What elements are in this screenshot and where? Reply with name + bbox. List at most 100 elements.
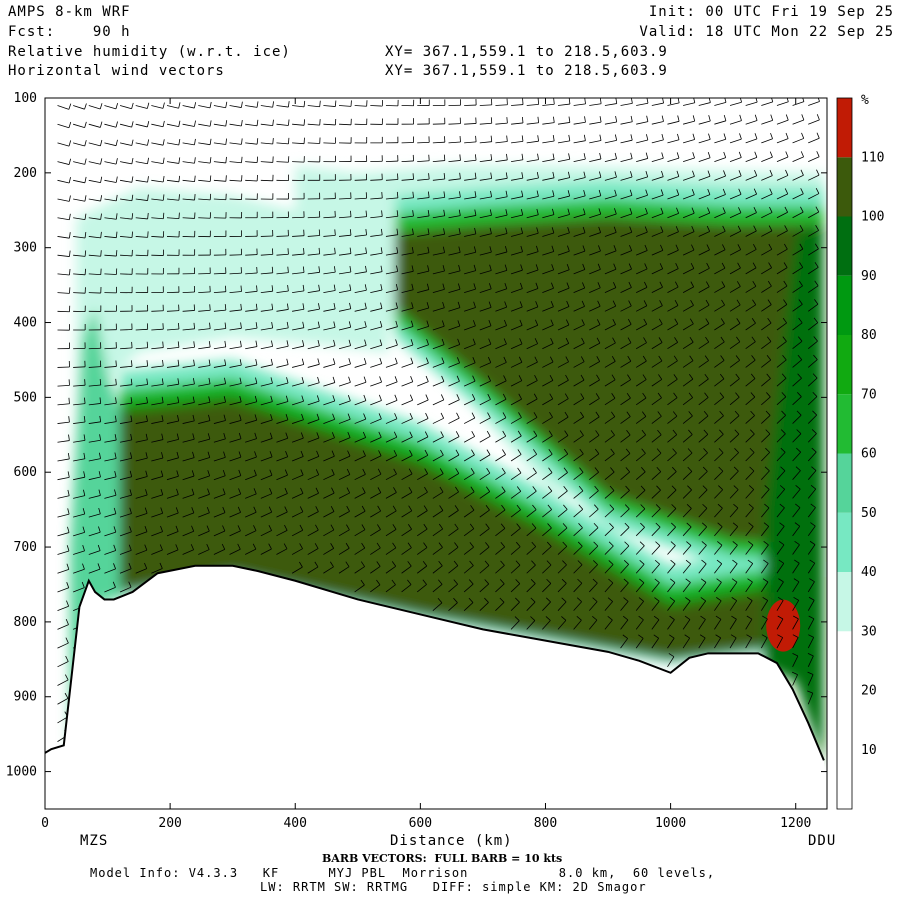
wind-barb — [135, 179, 148, 183]
wind-barb-feather — [582, 226, 586, 233]
wind-barb — [479, 196, 492, 200]
wind-barb — [198, 123, 211, 127]
wind-barb — [714, 544, 723, 555]
wind-barb-feather — [391, 561, 397, 567]
wind-barb-feather — [807, 671, 814, 675]
wind-barb-feather — [638, 615, 644, 621]
wind-barb — [604, 342, 616, 350]
wind-barb — [198, 420, 211, 424]
wind-barb-feather — [224, 304, 227, 311]
wind-barb — [260, 493, 273, 499]
wind-barb — [464, 123, 477, 125]
wind-barb — [510, 564, 521, 574]
wind-barb-feather — [530, 597, 536, 603]
y-tick-label: 600 — [14, 465, 37, 480]
wind-barb — [307, 290, 320, 293]
wind-barb-feather — [749, 447, 755, 453]
wind-barb — [557, 620, 567, 630]
wind-barb — [479, 251, 492, 256]
wind-barb — [635, 619, 644, 630]
wind-barb — [464, 343, 476, 350]
wind-barb-feather — [731, 615, 737, 620]
wind-barb — [495, 398, 507, 406]
wind-barb-feather — [68, 177, 71, 184]
wind-barb-feather — [315, 469, 320, 475]
wind-barb — [745, 175, 757, 181]
wind-barb-feather — [551, 245, 555, 252]
wind-barb — [432, 602, 443, 611]
wind-barb-feather — [597, 300, 601, 307]
wind-barb — [166, 420, 179, 424]
wind-barb-feather — [642, 392, 647, 399]
wind-barb-feather — [331, 432, 335, 438]
wind-barb — [714, 267, 726, 275]
wind-barb-feather — [364, 284, 367, 291]
wind-barb — [292, 327, 304, 331]
wind-barb — [620, 158, 633, 163]
wind-barb — [463, 583, 474, 593]
wind-barb — [745, 156, 758, 162]
wind-barb — [104, 476, 117, 481]
wind-barb-feather — [485, 523, 490, 529]
wind-barb — [385, 455, 397, 462]
wind-barb — [479, 509, 490, 518]
wind-barb-feather — [732, 522, 738, 527]
wind-barb — [401, 178, 414, 181]
wind-barb-feather — [194, 175, 196, 182]
wind-barb-feather — [176, 433, 180, 440]
wind-barb — [651, 600, 660, 611]
wind-barb — [354, 566, 365, 574]
wind-barb — [808, 230, 819, 237]
wind-barb — [104, 494, 117, 499]
wind-barb — [260, 123, 273, 127]
wind-barb-feather — [577, 578, 583, 584]
wind-barb — [245, 438, 257, 443]
wind-barb-feather — [580, 393, 585, 399]
wind-barb-feather — [781, 392, 787, 398]
wind-barb-feather — [685, 578, 691, 583]
wind-barb — [401, 344, 414, 350]
wind-barb — [542, 269, 554, 275]
wind-barb-feather — [302, 340, 305, 347]
wind-barb — [776, 211, 788, 219]
wind-barb — [495, 141, 508, 144]
wind-barb-feather — [767, 317, 772, 324]
wind-barb-feather — [609, 522, 614, 528]
wind-barb-feather — [474, 172, 477, 179]
wind-barb — [245, 327, 258, 331]
wind-barb — [57, 440, 70, 443]
wind-barb-feather — [412, 228, 414, 235]
wind-barb — [417, 252, 430, 256]
wind-barb-feather — [551, 264, 555, 270]
wind-barb-feather — [239, 377, 242, 384]
wind-barb-feather — [686, 504, 692, 509]
wind-barb — [104, 568, 116, 574]
wind-barb — [776, 304, 788, 312]
wind-barb — [401, 418, 413, 424]
wind-barb — [557, 490, 568, 499]
colorbar-frame — [836, 97, 853, 810]
wind-barb — [120, 421, 132, 424]
wind-barb — [432, 270, 445, 275]
wind-barb — [792, 674, 798, 686]
wind-barb-feather — [256, 119, 259, 126]
wind-barb-feather — [794, 559, 800, 564]
wind-barb-feather — [207, 470, 211, 477]
wind-barb-feather — [500, 523, 506, 529]
wind-barb-feather — [639, 541, 645, 547]
wind-barb — [682, 600, 691, 611]
wind-barb-feather — [762, 578, 769, 583]
wind-barb-feather — [692, 170, 695, 177]
wind-barb — [510, 491, 522, 499]
wind-barb — [589, 195, 601, 200]
wind-barb-feather — [612, 319, 616, 325]
wind-barb-feather — [363, 357, 367, 364]
wind-barb-feather — [609, 485, 615, 491]
wind-barb — [604, 471, 615, 481]
wind-barb-feather — [691, 207, 695, 214]
wind-barb-feather — [456, 412, 460, 419]
wind-barb — [776, 451, 786, 462]
wind-barb-feather — [592, 578, 598, 584]
wind-barb — [151, 328, 164, 331]
wind-barb — [151, 347, 164, 350]
